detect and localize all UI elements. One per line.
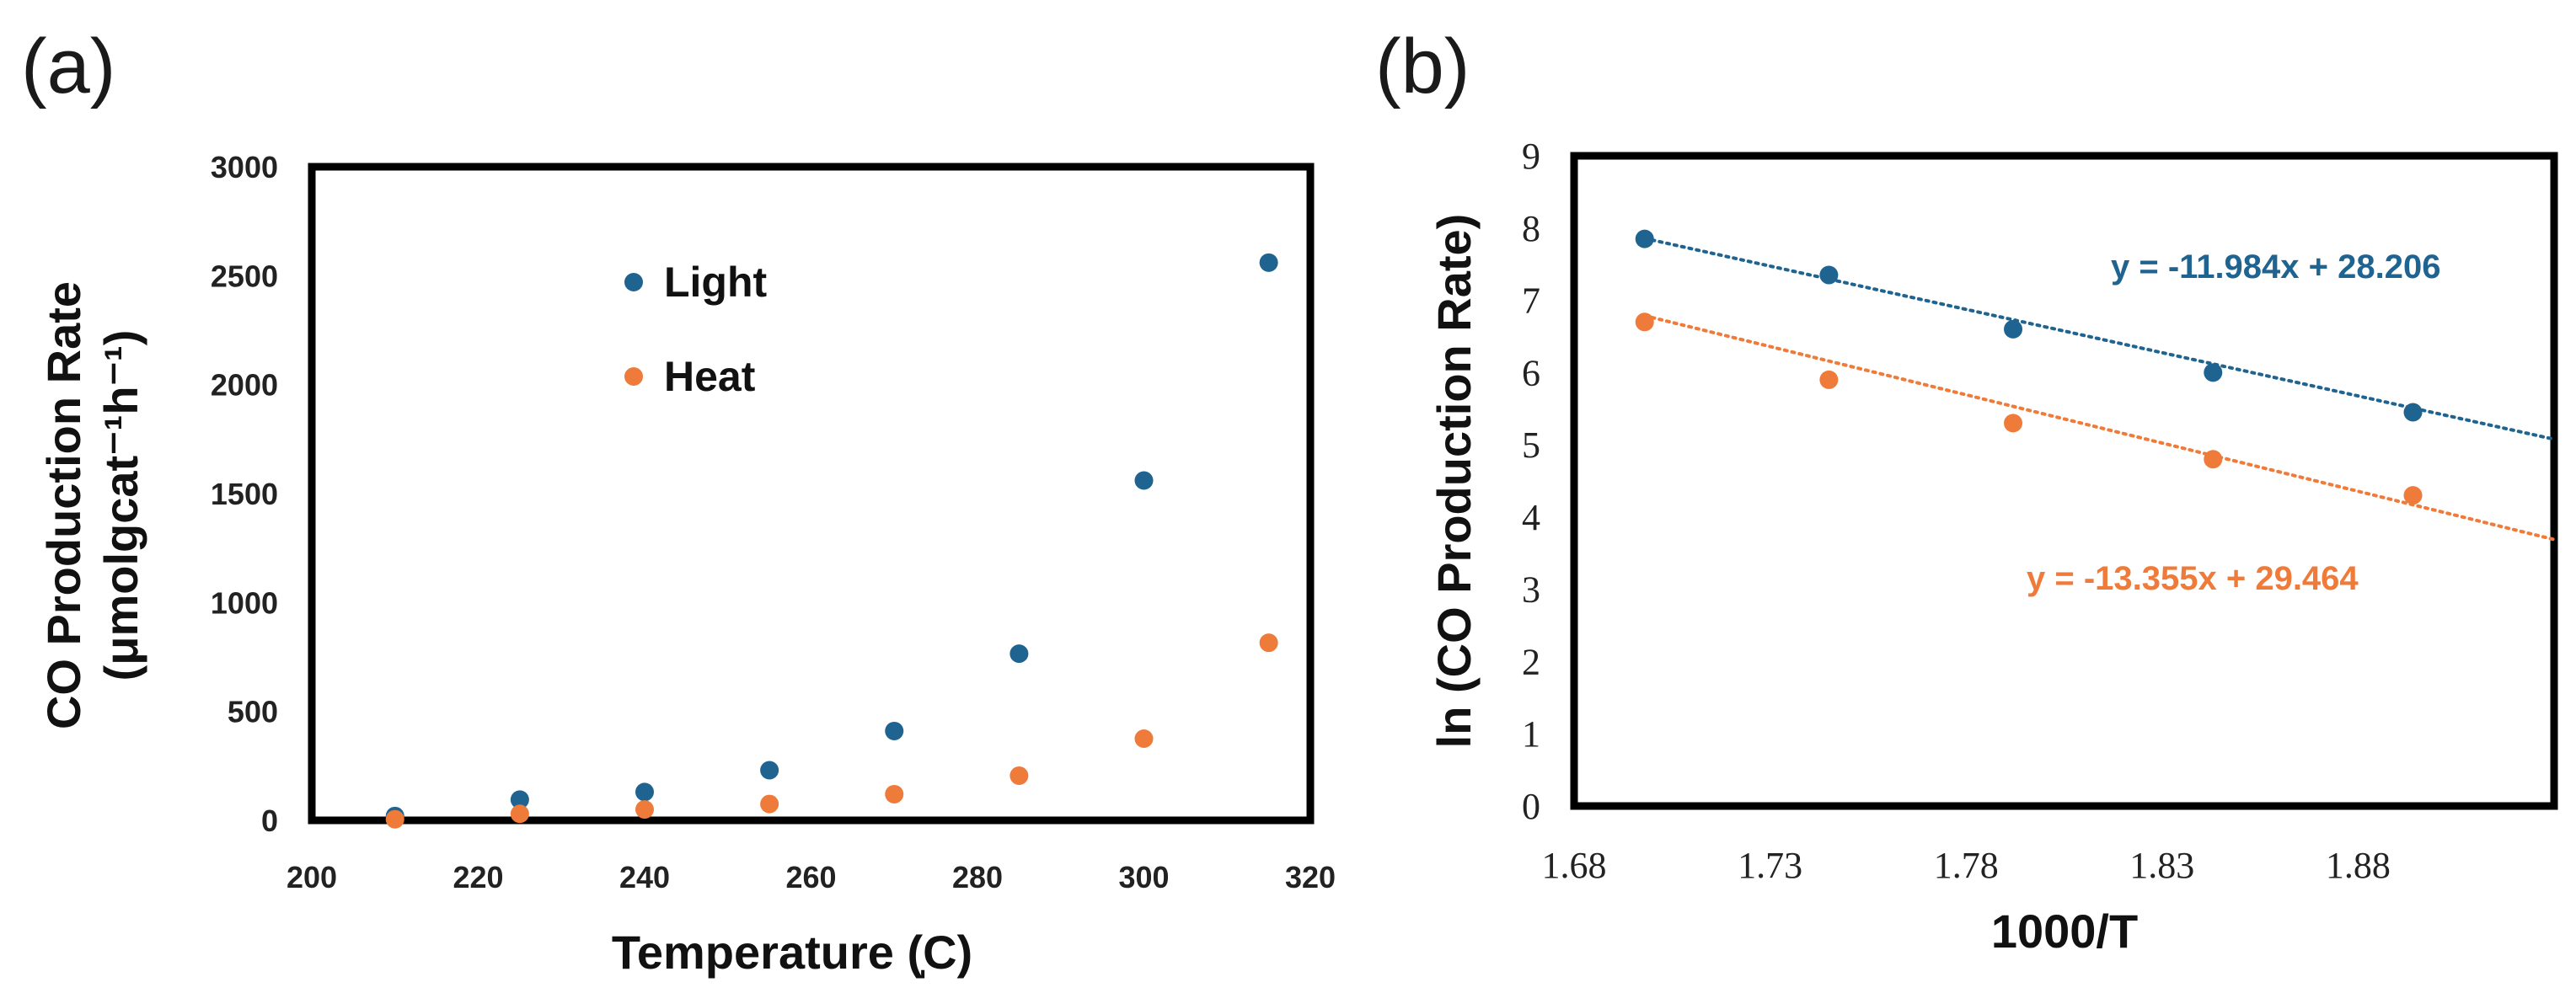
panel-b-label: (b) [1375,24,1470,109]
chart-a-point-light [760,761,779,780]
chart-a-point-heat [885,784,904,803]
chart-b-y-tick-label: 1 [1522,713,1540,755]
chart-b-x-ticks: 1.68 1.73 1.78 1.83 1.88 [1542,845,2391,886]
chart-b-point-light [2204,363,2223,382]
chart-a-point-light [510,790,529,809]
chart-a-point-light [1010,644,1029,664]
chart-a-y-tick-label: 3000 [211,150,278,184]
chart-a-x-tick-label: 320 [1285,860,1336,894]
chart-b-point-heat [2403,486,2423,505]
chart-a-y-axis-title-line1: CO Production Rate [37,281,90,729]
chart-b-y-tick-label: 8 [1522,208,1540,249]
trendline-heat-equation: y = -13.355x + 29.464 [2027,560,2359,597]
chart-b: (b) 0 1 2 3 4 5 6 7 8 9 1.68 1.73 1.78 1.83 1.88 y = … [1375,24,2558,958]
chart-a-point-heat [1010,766,1029,785]
chart-a-point-light [1134,471,1154,490]
chart-b-x-tick-label: 1.68 [1542,845,1607,886]
chart-b-x-axis-title: 1000/T [1991,905,2138,958]
chart-b-y-tick-label: 2 [1522,641,1540,682]
trendline-light-equation: y = -11.984x + 28.206 [2111,248,2440,286]
legend-heat-label: Heat [664,353,756,400]
chart-a-x-tick-label: 200 [287,860,337,894]
chart-b-y-tick-label: 4 [1522,497,1540,538]
chart-a-x-tick-label: 240 [619,860,670,894]
chart-b-plot-frame [1570,152,2558,810]
chart-a-y-tick-label: 500 [228,695,278,729]
chart-b-trendlines [1642,237,2556,542]
chart-b-x-tick-label: 1.83 [2129,845,2194,886]
chart-a-point-heat [385,809,404,829]
chart-a-point-light [885,721,904,740]
chart-a-plot-frame [308,163,1315,825]
chart-a-y-tick-label: 2500 [211,259,278,293]
chart-b-point-light [2004,319,2023,339]
chart-a-x-tick-label: 300 [1118,860,1169,894]
chart-b-y-ticks: 0 1 2 3 4 5 6 7 8 9 [1522,136,1540,827]
chart-a-point-heat [1134,729,1154,748]
chart-b-points [1635,229,2423,505]
chart-b-point-heat [1819,370,1839,389]
chart-a-x-tick-label: 220 [453,860,503,894]
chart-a-points [385,253,1278,829]
chart-b-point-light [2403,403,2423,422]
chart-b-x-tick-label: 1.73 [1738,845,1802,886]
trendline-heat [1642,313,2556,542]
chart-a-y-tick-label: 1500 [211,477,278,511]
chart-a-x-tick-label: 260 [785,860,836,894]
chart-a-point-heat [635,800,654,819]
panel-a-label: (a) [21,24,115,109]
chart-a-y-axis-title-line2: (μmolgcat⁻¹h⁻¹) [94,330,147,681]
legend-light-label: Light [664,259,768,306]
chart-a-y-ticks: 0 500 1000 1500 2000 2500 3000 [211,150,278,838]
chart-b-point-light [1635,229,1654,248]
chart-b-x-tick-label: 1.78 [1934,845,1999,886]
chart-a-y-tick-label: 2000 [211,368,278,403]
chart-b-x-tick-label: 1.88 [2326,845,2391,886]
chart-a-x-ticks: 200 220 240 260 280 300 320 [287,860,1336,894]
chart-a-y-tick-label: 1000 [211,585,278,620]
chart-b-y-tick-label: 6 [1522,352,1540,393]
chart-a-point-light [635,782,654,802]
chart-b-y-tick-label: 3 [1522,569,1540,611]
chart-a-legend: Light Heat [624,259,768,400]
chart-a-point-heat [510,804,529,824]
trendline-light [1642,237,2556,441]
chart-b-y-tick-label: 7 [1522,280,1540,322]
chart-a-x-tick-label: 280 [952,860,1003,894]
chart-b-point-heat [2204,450,2223,469]
chart-a-point-heat [760,794,779,814]
chart-a-point-heat [1259,633,1278,653]
chart-a-x-axis-title: Temperature (̩C) [612,926,972,979]
chart-b-point-heat [1635,312,1654,332]
chart-a: (a) 0 500 1000 1500 2000 2500 3000 200 220 240 26… [21,24,1336,979]
chart-a-point-light [1259,253,1278,272]
chart-b-point-light [1819,265,1839,285]
chart-b-y-tick-label: 0 [1522,786,1540,827]
chart-b-y-tick-label: 5 [1522,424,1540,466]
legend-light-marker [624,273,643,291]
legend-heat-marker [624,367,643,386]
chart-b-point-heat [2004,414,2023,433]
chart-b-y-axis-title: ln (CO Production Rate) [1427,214,1481,749]
chart-a-y-tick-label: 0 [261,803,278,838]
chart-b-y-tick-label: 9 [1522,136,1540,177]
